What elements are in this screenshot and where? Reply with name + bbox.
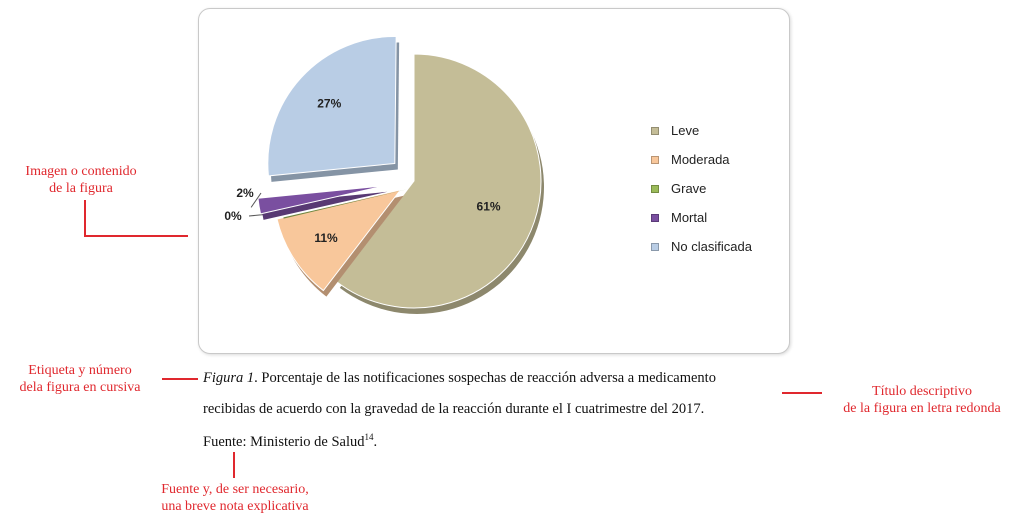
- pie-slice-mortal: [257, 185, 385, 215]
- source-reference: 14: [364, 432, 374, 442]
- pie-slice-no-clasificada: [267, 35, 397, 177]
- annotation-title-connector: [782, 392, 822, 394]
- legend-label: No clasificada: [671, 239, 752, 254]
- annotation-image-line1: Imagen o contenido: [25, 164, 137, 179]
- legend-swatch: [651, 184, 659, 193]
- figure-label: Figura 1: [203, 370, 255, 386]
- data-label-moderada: 11%: [314, 231, 338, 245]
- legend-item-moderada: Moderada: [651, 145, 752, 174]
- pie-slice-moderada: [276, 188, 402, 292]
- data-label-leve: 61%: [477, 199, 501, 213]
- legend-item-mortal: Mortal: [651, 203, 752, 232]
- source-end: .: [373, 433, 378, 450]
- caption-line-2: recibidas de acuerdo con la gravedad de …: [203, 401, 793, 418]
- legend-swatch: [651, 126, 659, 135]
- annotation-title-line2: de la figura en letra redonda: [843, 401, 1001, 416]
- annotation-label: Etiqueta y número dela figura en cursiva: [0, 362, 160, 396]
- annotation-source-line2: una breve nota explicativa: [161, 499, 309, 514]
- annotation-image-line2: de la figura: [49, 181, 113, 196]
- legend-item-no-clasificada: No clasificada: [651, 232, 752, 261]
- pie-chart: 61% 11% 0% 2% 27%: [224, 35, 544, 315]
- annotation-image-connector-v: [84, 200, 86, 236]
- legend-label: Moderada: [671, 152, 730, 167]
- annotation-label-line2: dela figura en cursiva: [19, 380, 141, 395]
- annotation-source: Fuente y, de ser necesario, una breve no…: [140, 481, 330, 515]
- legend: Leve Moderada Grave Mortal No clasificad…: [651, 116, 752, 261]
- legend-swatch: [651, 155, 659, 164]
- caption-line-1: Figura 1. Porcentaje de las notificacion…: [203, 370, 793, 387]
- chart-frame: 61% 11% 0% 2% 27% Leve Moderada Grave Mortal…: [198, 8, 790, 354]
- data-label-mortal: 2%: [236, 186, 254, 200]
- annotation-source-line1: Fuente y, de ser necesario,: [161, 482, 309, 497]
- annotation-title: Título descriptivo de la figura en letra…: [822, 383, 1022, 417]
- legend-item-leve: Leve: [651, 116, 752, 145]
- annotation-image-connector-h: [84, 235, 188, 237]
- source-text: Fuente: Ministerio de Salud: [203, 433, 365, 450]
- annotation-image: Imagen o contenido de la figura: [6, 163, 156, 197]
- annotation-label-connector: [162, 378, 198, 380]
- annotation-source-connector: [233, 452, 235, 478]
- pie-slice-side-mortal: [261, 191, 388, 220]
- data-label-grave: 0%: [224, 209, 242, 223]
- pie-slice-leve: [336, 53, 542, 309]
- legend-swatch: [651, 242, 659, 251]
- annotation-label-line1: Etiqueta y número: [28, 363, 132, 378]
- legend-label: Grave: [671, 181, 707, 196]
- figure-title-part1: . Porcentaje de las notificaciones sospe…: [254, 370, 716, 386]
- legend-label: Mortal: [671, 210, 708, 225]
- caption-source: Fuente: Ministerio de Salud14.: [203, 432, 793, 451]
- leader-line-mortal: [250, 192, 262, 208]
- figure-title-part2: recibidas de acuerdo con la gravedad de …: [203, 401, 705, 417]
- data-label-no-clasificada: 27%: [317, 96, 341, 110]
- pie-slice-side-grave: [283, 189, 408, 219]
- annotation-title-line1: Título descriptivo: [872, 384, 972, 399]
- legend-label: Leve: [671, 123, 700, 138]
- legend-swatch: [651, 213, 659, 222]
- legend-item-grave: Grave: [651, 174, 752, 203]
